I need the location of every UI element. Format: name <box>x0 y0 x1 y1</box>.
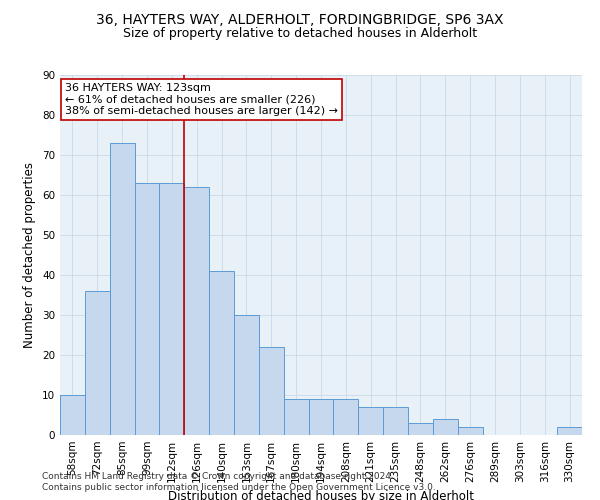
Bar <box>85 291 110 435</box>
Text: Size of property relative to detached houses in Alderholt: Size of property relative to detached ho… <box>123 28 477 40</box>
Bar <box>358 407 383 435</box>
Bar <box>284 399 308 435</box>
Y-axis label: Number of detached properties: Number of detached properties <box>23 162 37 348</box>
Bar <box>383 407 408 435</box>
Bar <box>209 271 234 435</box>
Bar <box>433 419 458 435</box>
Bar <box>134 183 160 435</box>
Bar <box>408 423 433 435</box>
Bar <box>184 187 209 435</box>
Bar <box>557 427 582 435</box>
Bar <box>110 143 134 435</box>
Bar <box>160 183 184 435</box>
Text: Contains public sector information licensed under the Open Government Licence v3: Contains public sector information licen… <box>42 484 436 492</box>
Text: 36 HAYTERS WAY: 123sqm
← 61% of detached houses are smaller (226)
38% of semi-de: 36 HAYTERS WAY: 123sqm ← 61% of detached… <box>65 83 338 116</box>
Text: Contains HM Land Registry data © Crown copyright and database right 2024.: Contains HM Land Registry data © Crown c… <box>42 472 394 481</box>
Bar <box>458 427 482 435</box>
Bar <box>234 315 259 435</box>
Bar <box>259 347 284 435</box>
Bar <box>60 395 85 435</box>
Bar <box>334 399 358 435</box>
Text: 36, HAYTERS WAY, ALDERHOLT, FORDINGBRIDGE, SP6 3AX: 36, HAYTERS WAY, ALDERHOLT, FORDINGBRIDG… <box>96 12 504 26</box>
Bar <box>308 399 334 435</box>
X-axis label: Distribution of detached houses by size in Alderholt: Distribution of detached houses by size … <box>168 490 474 500</box>
